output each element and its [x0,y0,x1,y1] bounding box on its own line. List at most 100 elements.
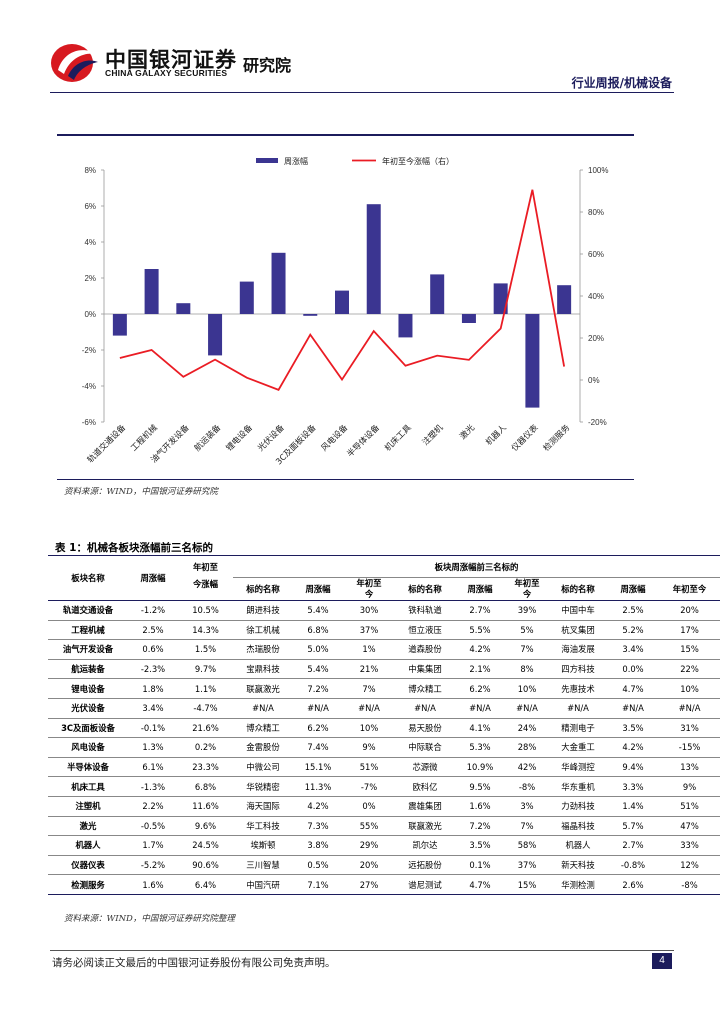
table-cell: 5.4% [293,659,343,680]
table-cell: 30% [343,600,395,621]
right-axis-tick-label: 0% [588,376,600,385]
header-ytd-top: 年初至 [178,555,233,578]
chart-top-rule [57,134,634,136]
table-row: 航运装备 -2.3% 9.7% 宝鼎科技 5.4% 21% 中集集团 2.1% 8% 四方科技 0.… [48,659,721,680]
sector-name-cell: 机床工具 [48,776,128,797]
page-number: 4 [652,953,672,969]
bar-12 [493,283,508,314]
table-cell: -0.8% [607,855,659,876]
table-cell: 11.3% [293,776,343,797]
table-cell: 10% [505,678,549,699]
table-cell: #N/A [549,698,607,719]
sector-name-cell: 锂电设备 [48,678,128,699]
table-cell: 58% [505,835,549,856]
table-cell: 2.1% [455,659,505,680]
sector-name-cell: 激光 [48,816,128,837]
right-axis-tick-label: 100% [588,166,608,175]
table-cell: 47% [659,816,721,837]
table-cell: #N/A [293,698,343,719]
table-cell: -7% [343,776,395,797]
ytd-return-line [119,189,566,391]
category-label: 锂电设备 [224,422,255,453]
table-cell: 华锐精密 [233,776,293,797]
header-week-1: 周涨幅 [305,584,331,594]
table-cell: 7.2% [455,816,505,837]
table-cell: -5.2% [128,855,178,876]
left-axis-tick-label: -6% [82,418,96,427]
institute-name: 研究院 [243,56,292,75]
table-cell: 6.2% [293,718,343,739]
table-cell: 杭叉集团 [549,620,607,641]
chart-bottom-rule [57,479,634,480]
table-cell: 21.6% [178,718,233,739]
bar-1 [144,269,159,314]
category-label: 机床工具 [382,422,413,453]
table-cell: 3.5% [455,835,505,856]
table-cell: 宝鼎科技 [233,659,293,680]
table-cell: 福晶科技 [549,816,607,837]
category-label: 注塑机 [420,422,445,447]
table-cell: -8% [659,874,721,895]
sector-name-cell: 油气开发设备 [48,639,128,660]
sector-name-cell: 检测服务 [48,874,128,895]
table-cell: -1.3% [128,776,178,797]
table-cell: 20% [343,855,395,876]
table-cell: 0.0% [607,659,659,680]
table-cell: 易天股份 [395,718,455,739]
table-cell: 恒立液压 [395,620,455,641]
chart-source-note: 资料来源：WIND，中国银河证券研究院 [64,487,218,497]
sector-name-cell: 光伏设备 [48,698,128,719]
bar-10 [430,274,445,314]
table-cell: 2.2% [128,796,178,817]
table-cell: 三川智慧 [233,855,293,876]
table-cell: 1.3% [128,737,178,758]
table-cell: 15.1% [293,757,343,778]
table-cell: 0.5% [293,855,343,876]
table-cell: 新天科技 [549,855,607,876]
table-cell: 10.9% [455,757,505,778]
table-cell: 1.4% [607,796,659,817]
legend-bar-swatch [256,158,278,163]
category-label: 机器人 [483,422,508,447]
table-cell: 12% [659,855,721,876]
table-cell: 3.3% [607,776,659,797]
table-cell: 7% [505,816,549,837]
table-cell: 14.3% [178,620,233,641]
left-axis-tick-label: -2% [82,346,96,355]
right-axis-tick-label: 60% [588,250,604,259]
table-cell: 15% [505,874,549,895]
category-label: 光伏设备 [255,422,286,453]
category-label: 仪器仪表 [509,422,540,453]
table-cell: 17% [659,620,721,641]
table-cell: 机器人 [549,835,607,856]
table-cell: 20% [659,600,721,621]
table-cell: 55% [343,816,395,837]
table-cell: 铁科轨道 [395,600,455,621]
table-cell: -4.7% [178,698,233,719]
right-axis-tick-label: -20% [588,418,607,427]
table-cell: 华东重机 [549,776,607,797]
header-stock-2: 标的名称 [408,584,442,594]
table-row: 仪器仪表 -5.2% 90.6% 三川智慧 0.5% 20% 远拓股份 0.1% 37% 新天科技… [48,855,721,876]
right-axis-tick-label: 80% [588,208,604,217]
table-cell: 中微公司 [233,757,293,778]
table-row: 机器人 1.7% 24.5% 埃斯顿 3.8% 29% 凯尔达 3.5% 58% 机器人 2.7% 3… [48,835,721,856]
table-cell: 先惠技术 [549,678,607,699]
table-cell: 中国汽研 [233,874,293,895]
table-cell: 1.8% [128,678,178,699]
table-title: 表 1：机械各板块涨幅前三名标的 [55,542,213,554]
table-row: 油气开发设备 0.6% 1.5% 杰瑞股份 5.0% 1% 道森股份 4.2% 7% 海油发展 3.… [48,639,721,660]
table-row: 注塑机 2.2% 11.6% 海天国际 4.2% 0% 震雄集团 1.6% 3% 力劲科技 1.4%… [48,796,721,817]
table-cell: 震雄集团 [395,796,455,817]
table-cell: 5.4% [293,600,343,621]
table-cell: 6.8% [293,620,343,641]
table-cell: 0.6% [128,639,178,660]
left-axis-tick-label: 6% [84,202,96,211]
table-body: 轨道交通设备 -1.2% 10.5% 朗进科技 5.4% 30% 铁科轨道 2.7% 39% 中国… [48,600,721,895]
left-axis-tick-label: 0% [84,310,96,319]
table-cell: 7% [343,678,395,699]
table-row: 风电设备 1.3% 0.2% 金雷股份 7.4% 9% 中际联合 5.3% 28% 大金重工 4.2… [48,737,721,758]
bar-4 [239,281,254,314]
sector-name-cell: 3C及面板设备 [48,718,128,739]
table-cell: 5.2% [607,620,659,641]
